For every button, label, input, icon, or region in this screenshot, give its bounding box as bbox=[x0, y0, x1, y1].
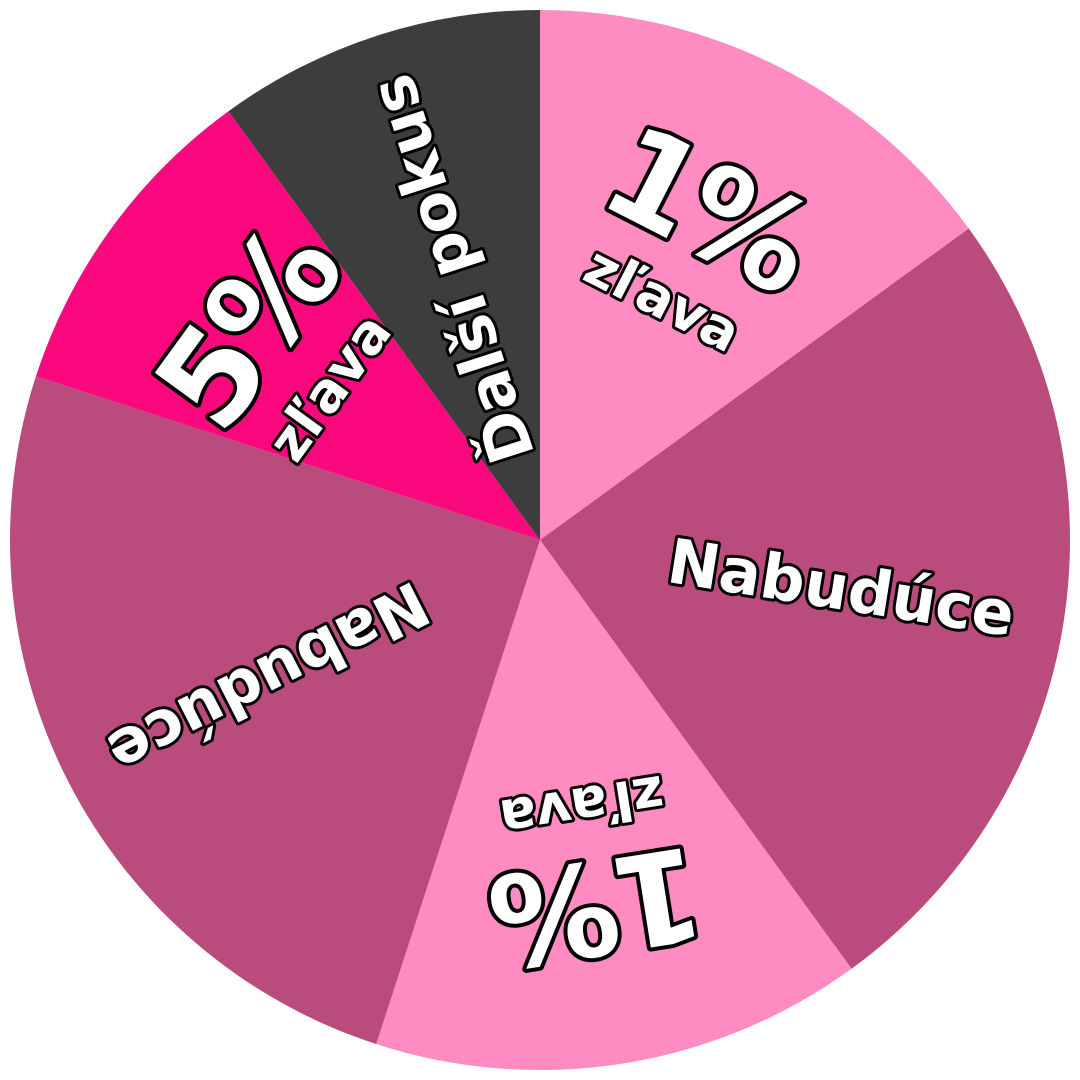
wheel-segment-one-percent-bottom bbox=[376, 540, 852, 1070]
segment-percent: 1% bbox=[482, 815, 713, 995]
wheel-segment-nabuduce-right bbox=[540, 228, 1070, 969]
wheel-segments bbox=[9, 10, 1070, 1070]
wheel-segment-nabuduce-left bbox=[9, 376, 540, 1045]
wheel-label-one-percent-bottom: 1%zľava bbox=[478, 760, 717, 1000]
wheel-segment-five-percent bbox=[35, 111, 540, 540]
wheel-segment-one-percent-top bbox=[540, 10, 969, 540]
wheel-segment-dalsi-pokus bbox=[228, 10, 540, 540]
